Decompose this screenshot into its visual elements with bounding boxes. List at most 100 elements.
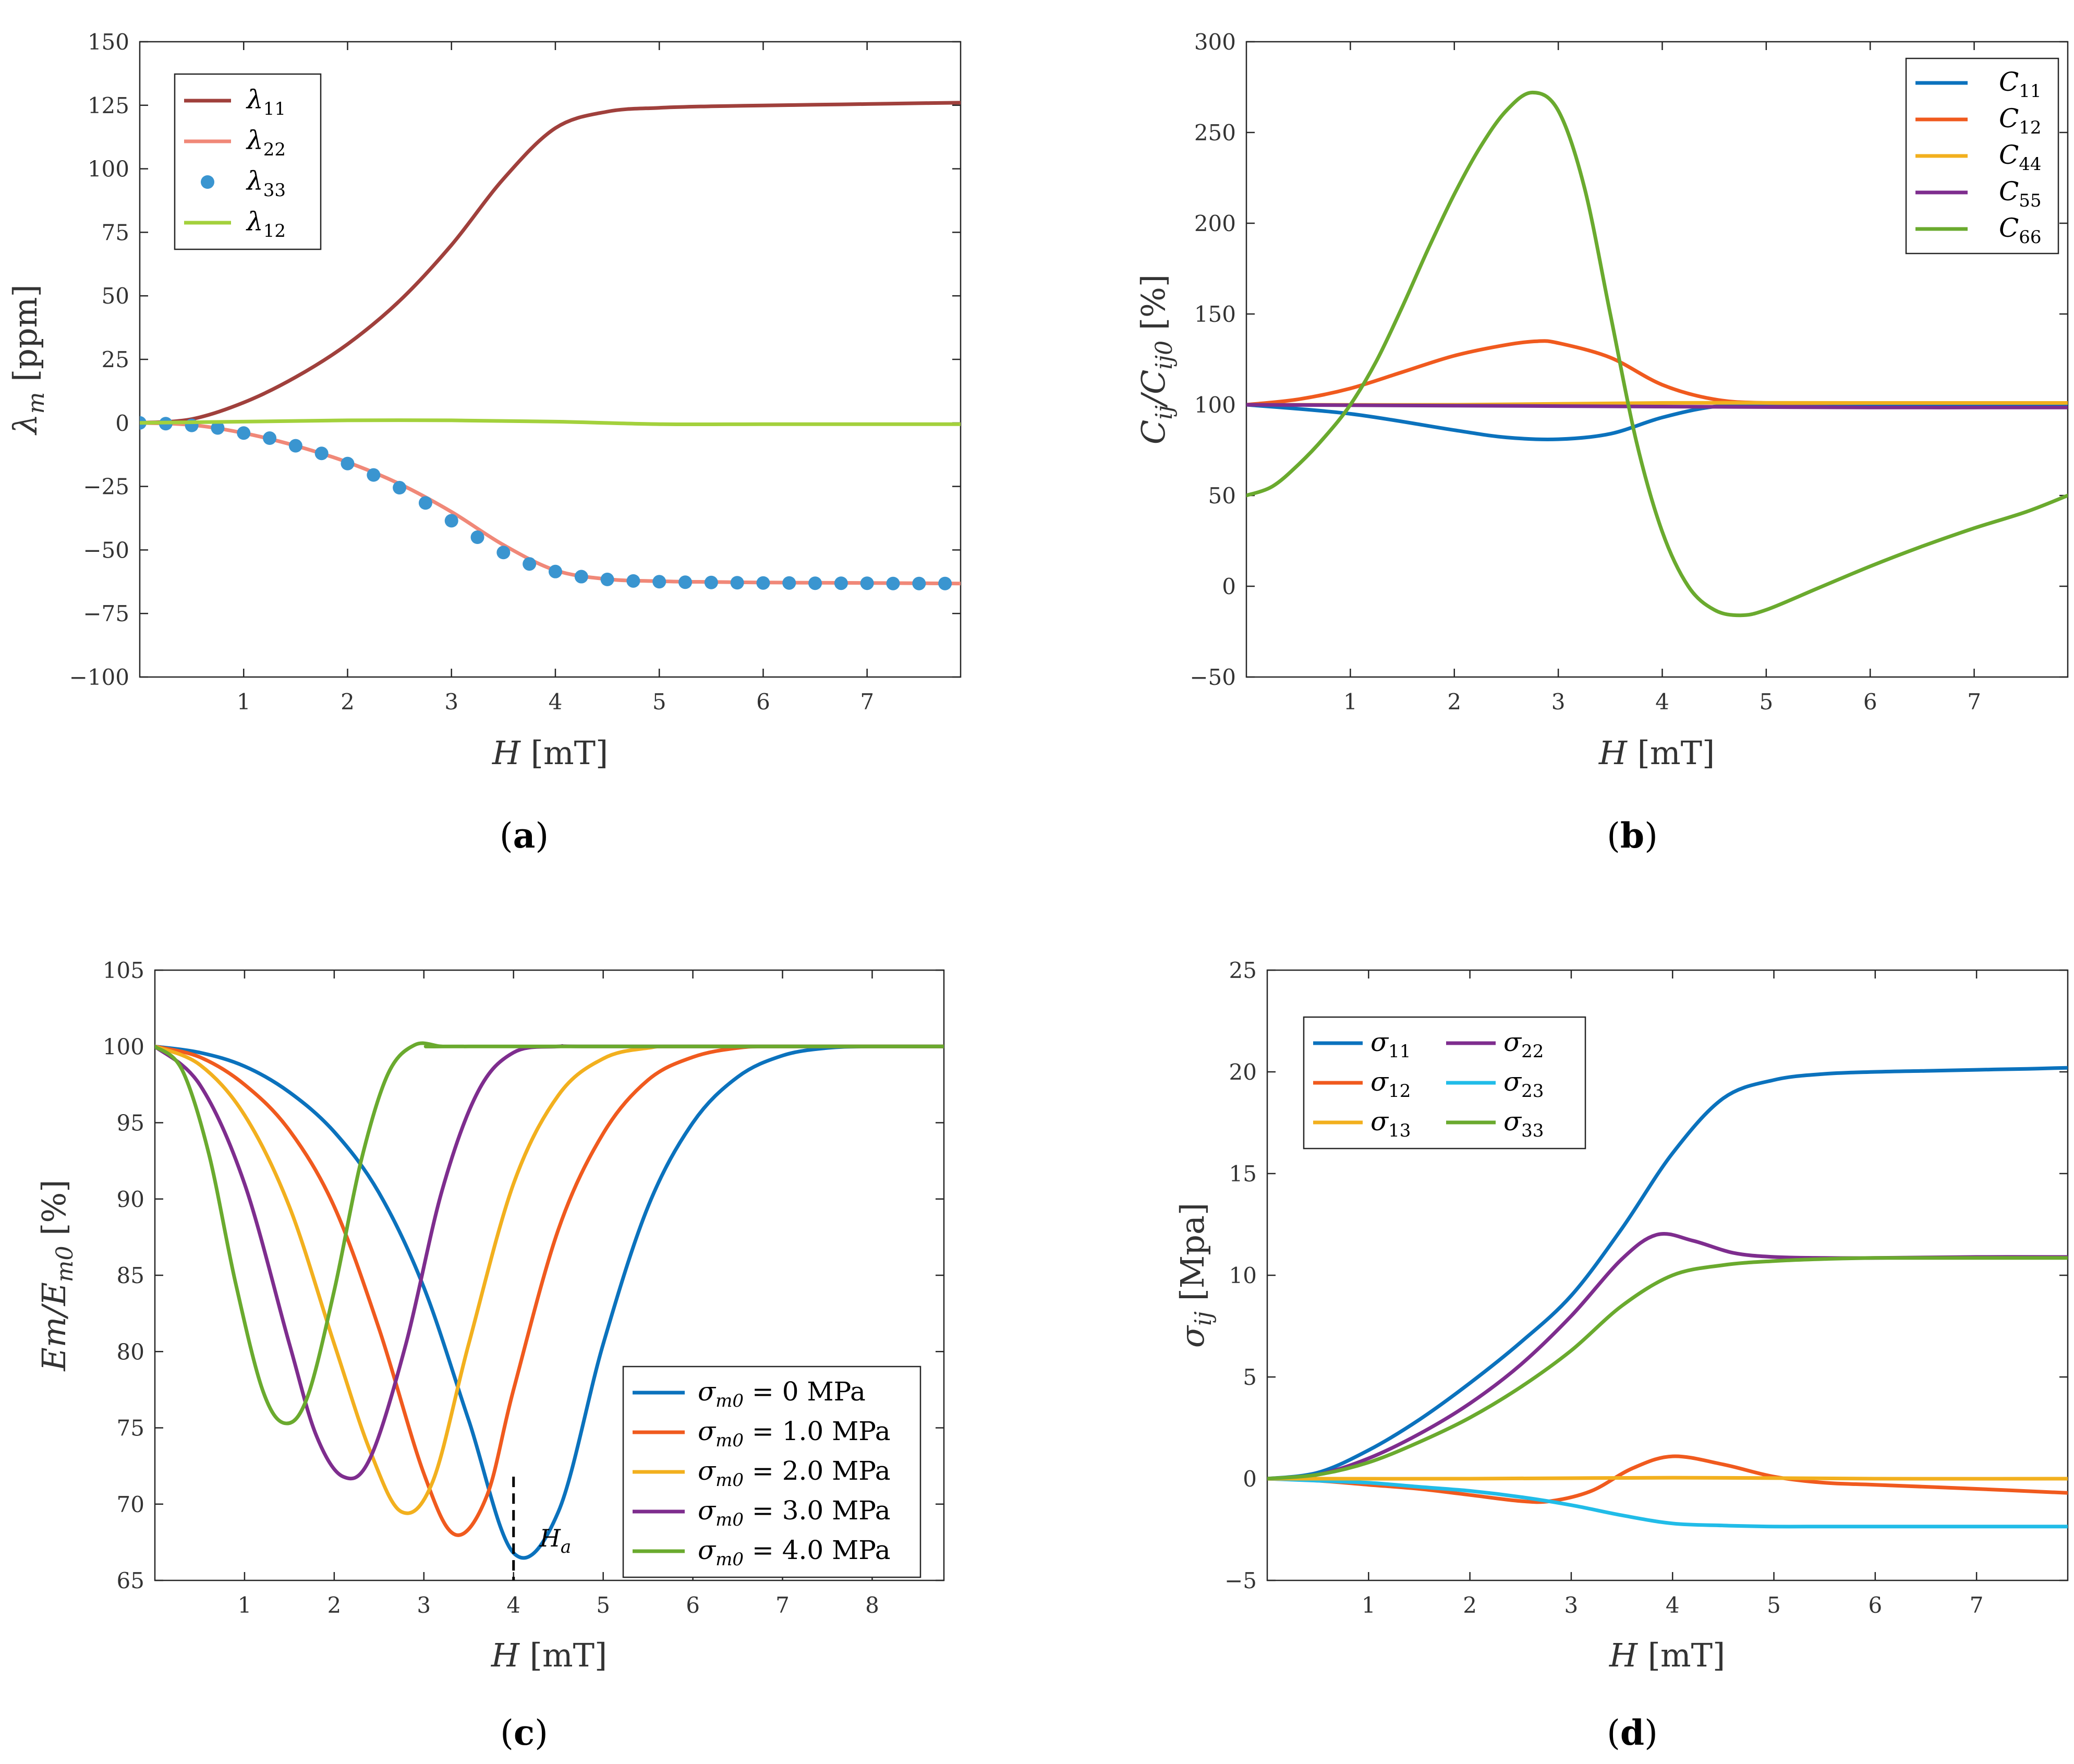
x-tick-label: 6 [756, 689, 770, 715]
x-tick-label: 1 [238, 1592, 252, 1618]
data-point-series-line--33 [237, 426, 251, 440]
data-point-series-line--33 [834, 576, 848, 590]
legend-label: σ22 [1503, 1027, 1544, 1062]
y-tick-label: 0 [115, 410, 129, 436]
x-tick-label: 2 [327, 1592, 341, 1618]
data-point-series-line--33 [678, 575, 693, 589]
legend-label: C55 [1999, 176, 2042, 211]
legend-label: σm0 = 3.0 MPa [698, 1495, 891, 1530]
legend-label: C66 [1999, 213, 2042, 248]
x-tick-label: 6 [686, 1592, 700, 1618]
x-tick-label: 2 [341, 689, 355, 715]
x-tick-label: 1 [1343, 689, 1357, 715]
data-point-series-line--33 [367, 468, 381, 482]
x-tick-label: 7 [1967, 689, 1981, 715]
x-axis-label: H [mT] [491, 1636, 607, 1674]
y-tick-label: 90 [117, 1187, 144, 1212]
y-tick-label: 100 [88, 156, 129, 182]
series-line--m0-1-0-mpa [155, 1044, 944, 1537]
y-tick-label: 65 [117, 1568, 144, 1593]
panel-c: 1 2 3 4 5 6 7 8 65 70 75 80 85 90 95 100 105 Ha σm0 = 0 MP… [35, 958, 945, 1674]
data-point-series-line--33 [288, 439, 302, 453]
x-tick-label: 5 [596, 1592, 610, 1618]
y-tick-label: 25 [102, 347, 129, 372]
legend: σm0 = 0 MPa σm0 = 1.0 MPa σm0 = 2.0 MPa σm0… [622, 1366, 921, 1578]
legend-marker [201, 175, 214, 189]
data-point-series-line--33 [626, 574, 640, 588]
data-point-series-line--33 [808, 576, 822, 590]
legend-label: λ33 [246, 166, 286, 201]
y-tick-label: 50 [1208, 483, 1236, 509]
legend-label: σm0 = 1.0 MPa [698, 1416, 891, 1451]
legend-box [174, 73, 322, 250]
x-tick-label: 7 [775, 1592, 790, 1618]
y-tick-label: 0 [1243, 1466, 1257, 1492]
y-tick-label: 75 [117, 1416, 144, 1441]
panel-caption-d: (d) [1607, 1712, 1658, 1753]
x-tick-label: 7 [860, 689, 874, 715]
plot-series [1246, 90, 2068, 618]
series-line--11 [140, 101, 961, 425]
data-point-series-line--33 [523, 557, 537, 571]
x-tick-label: 6 [1868, 1592, 1882, 1618]
y-tick-label: 10 [1229, 1263, 1257, 1288]
data-point-series-line--33 [548, 564, 562, 578]
series-line--m0-4-0-mpa [155, 1041, 944, 1425]
legend-label: C44 [1999, 140, 2042, 175]
data-point-series-line--33 [496, 546, 511, 560]
x-tick-label: 4 [506, 1592, 520, 1618]
legend-label: λ22 [246, 125, 286, 160]
data-point-series-line--33 [912, 576, 926, 590]
legend-label: σ13 [1370, 1106, 1411, 1141]
x-tick-label: 4 [1655, 689, 1669, 715]
data-point-series-line--33 [730, 576, 744, 590]
data-point-series-line--33 [470, 530, 484, 545]
x-tick-label: 2 [1447, 689, 1461, 715]
series-line--23 [1267, 1477, 2068, 1529]
y-tick-label: 200 [1194, 211, 1236, 236]
panel-caption-c: (c) [500, 1712, 548, 1753]
panel-d: 1 2 3 4 5 6 7 −5 0 5 10 15 20 25 σ11 σ22 σ12 σ23 σ13 σ33 H [… [1173, 958, 2069, 1674]
y-tick-label: 15 [1229, 1161, 1257, 1187]
ha-annotation-label: Ha [539, 1524, 571, 1557]
legend-label: σ33 [1503, 1106, 1544, 1141]
data-point-series-line--33 [263, 431, 277, 445]
y-tick-label: 85 [117, 1263, 144, 1288]
x-tick-label: 7 [1970, 1592, 1984, 1618]
y-tick-label: 100 [1194, 392, 1236, 418]
plot-series [140, 101, 961, 590]
plot-series [1267, 1066, 2068, 1529]
x-tick-label: 1 [1362, 1592, 1376, 1618]
y-tick-label: 80 [117, 1339, 144, 1364]
legend: λ11 λ22 λ33 λ12 [174, 73, 322, 250]
legend-label: σm0 = 4.0 MPa [698, 1535, 891, 1570]
panel-caption-a: (a) [500, 815, 549, 856]
y-axis-label: λm [ppm] [6, 284, 50, 436]
data-point-series-line--33 [314, 446, 329, 461]
x-tick-label: 2 [1463, 1592, 1477, 1618]
y-tick-label: 20 [1229, 1059, 1257, 1085]
y-tick-label: 75 [102, 220, 129, 245]
y-tick-label: −50 [1190, 664, 1236, 690]
data-point-series-line--33 [393, 481, 407, 495]
y-tick-label: 5 [1243, 1364, 1257, 1390]
y-tick-label: 25 [1229, 958, 1257, 983]
panel-a: 1 2 3 4 5 6 7−100−75−50−250255075100125150λ11λ… [6, 29, 962, 772]
y-tick-label: −50 [83, 537, 129, 563]
x-tick-label: 4 [549, 689, 563, 715]
legend-label: C12 [1999, 103, 2042, 138]
legend-label: σm0 = 0 MPa [698, 1376, 866, 1411]
y-tick-label: 300 [1194, 29, 1236, 55]
series-line--11 [1267, 1066, 2068, 1481]
data-point-series-line--33 [600, 572, 614, 586]
legend-label: σ12 [1370, 1067, 1411, 1102]
y-tick-label: 95 [117, 1110, 144, 1136]
y-tick-label: 100 [103, 1034, 144, 1059]
y-tick-label: 250 [1194, 120, 1236, 146]
y-tick-label: −100 [69, 664, 129, 690]
series-line--33 [1267, 1256, 2068, 1481]
data-point-series-line--33 [860, 576, 874, 590]
legend-label: σm0 = 2.0 MPa [698, 1456, 891, 1491]
x-tick-label: 6 [1863, 689, 1877, 715]
